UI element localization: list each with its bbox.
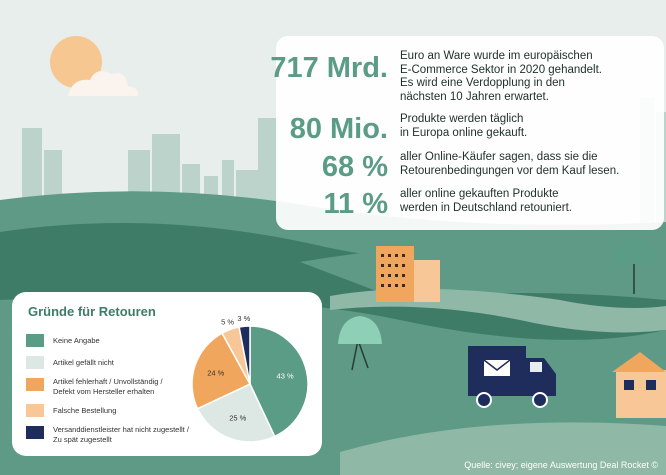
stat-description: aller Online-Käufer sagen, dass sie die R… xyxy=(400,151,620,177)
envelope-icon xyxy=(483,359,511,376)
pie-label-falsche-bestellung: 5 % xyxy=(221,317,234,326)
stat-description: Produkte werden täglich in Europa online … xyxy=(400,113,528,139)
legend-swatch xyxy=(26,334,44,347)
legend-label: Versanddienstleister hat nicht zugestell… xyxy=(53,425,189,444)
chart-title: Gründe für Retouren xyxy=(28,304,156,319)
legend-swatch xyxy=(26,356,44,369)
stat-value: 717 Mrd. xyxy=(270,52,388,84)
stat-value: 11 % xyxy=(323,188,389,220)
legend-label: Artikel fehlerhaft / Unvollständig / Defe… xyxy=(53,377,163,396)
house-icon xyxy=(376,246,440,302)
pie-slice-versanddienstleister-hat xyxy=(238,325,251,385)
tree-icon xyxy=(612,238,658,294)
pie-slice-artikel-fehlerhaft-unvol xyxy=(191,332,252,410)
legend-swatch xyxy=(26,378,44,391)
legend-swatch xyxy=(26,404,44,417)
legend-label: Falsche Bestellung xyxy=(53,406,117,415)
pie-label-artikel-gef-llt-nicht: 25 % xyxy=(229,413,246,422)
stat-value: 68 % xyxy=(321,151,388,183)
stat-description: Euro an Ware wurde im europäischen E-Comm… xyxy=(400,50,602,103)
house-icon xyxy=(612,352,666,418)
legend-label: Keine Angabe xyxy=(53,336,100,345)
stat-value: 80 Mio. xyxy=(289,113,388,145)
pie-slice-artikel-gef-llt-nicht xyxy=(196,383,276,443)
pie-slice-keine-angabe xyxy=(249,325,309,438)
statistics-panel: 717 Mrd. Euro an Ware wurde im europäisc… xyxy=(270,36,664,230)
source-credit: Quelle: civey; eigene Auswertung Deal Ro… xyxy=(464,460,658,470)
legend-label: Artikel gefällt nicht xyxy=(53,358,114,367)
sun-icon xyxy=(50,36,102,88)
cloud-icon xyxy=(68,71,139,96)
pie-label-keine-angabe: 43 % xyxy=(277,372,294,381)
delivery-truck-icon xyxy=(468,346,556,408)
legend-swatch xyxy=(26,426,44,439)
tree-icon xyxy=(338,316,382,371)
road-front xyxy=(340,422,666,475)
pie-label-versanddienstleister-hat: 3 % xyxy=(237,314,250,323)
stat-description: aller online gekauften Produkte werden in… xyxy=(400,188,572,214)
pie-label-artikel-fehlerhaft-unvol: 24 % xyxy=(207,368,224,377)
